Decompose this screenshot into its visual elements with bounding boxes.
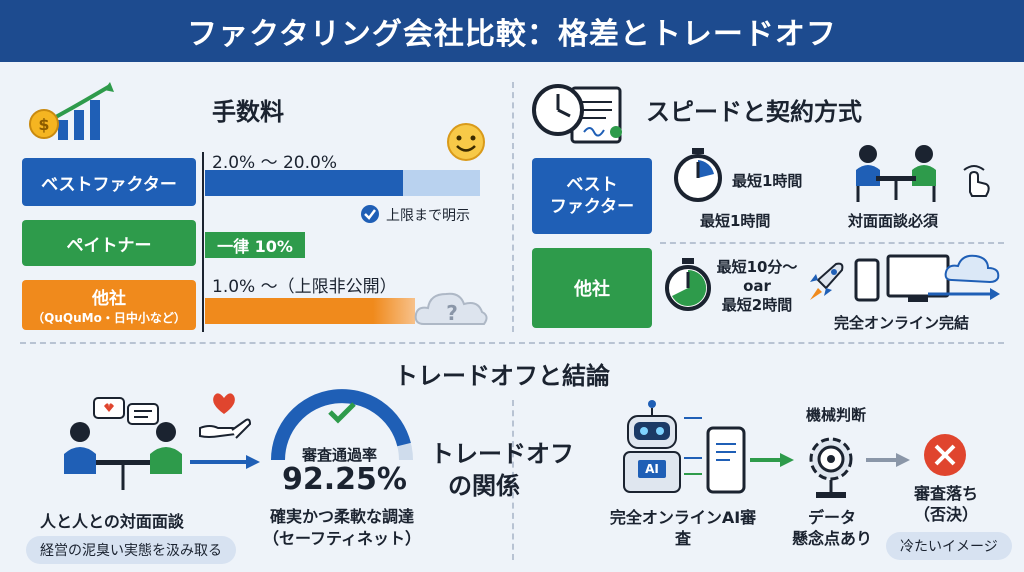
human-note: 経営の泥臭い実態を汲み取る — [26, 536, 236, 564]
clock-document-icon — [532, 82, 630, 144]
robot-phone-icon — [612, 398, 762, 506]
speed-best-time: 最短1時間 — [700, 212, 771, 230]
approval-gauge — [268, 386, 416, 466]
speed-best-label: ベスト ファクター — [532, 158, 652, 234]
timer-icon — [662, 256, 714, 312]
svg-text:$: $ — [38, 115, 49, 134]
speed-heading: スピードと契約方式 — [646, 98, 862, 126]
divider-middle — [20, 342, 1004, 344]
gauge-caption: 確実かつ柔軟な調達 （セーフティネット） — [262, 507, 422, 548]
fees-paytner-bar: 一律 10% — [205, 232, 305, 258]
fees-heading: 手数料 — [212, 98, 284, 126]
cold-note: 冷たいイメージ — [886, 532, 1012, 560]
fees-axis-line — [202, 152, 204, 332]
arrow-gray-icon — [866, 452, 910, 468]
reject-caption: 審査落ち （否決） — [913, 484, 978, 524]
reject-x-icon — [922, 432, 968, 478]
speed-best-contract: 対面面談必須 — [848, 212, 939, 230]
gauge-value: 92.25% — [282, 462, 407, 497]
check-circle-icon — [360, 204, 380, 224]
arrow-right-icon — [190, 454, 260, 470]
devices-cloud-icon — [852, 250, 1002, 308]
svg-text:?: ? — [446, 301, 458, 325]
ai-badge: AI — [645, 462, 659, 476]
ai-caption: 完全オンラインAI審 査 — [609, 508, 757, 548]
stopwatch-icon — [670, 146, 726, 202]
speed-others-contract: 完全オンライン完結 — [834, 314, 970, 332]
money-chart-icon: $ — [28, 82, 118, 144]
rocket-icon — [806, 260, 846, 304]
arrow-green-icon — [750, 452, 794, 468]
fees-paytner-label: ペイトナー — [22, 220, 196, 266]
fees-others-range: 1.0% ～（上限非公開） — [212, 277, 397, 297]
divider-bottom — [512, 400, 514, 560]
divider-top — [512, 82, 514, 332]
tap-hand-icon — [958, 162, 994, 198]
meeting-icon — [846, 140, 946, 206]
speed-row-divider — [660, 242, 1004, 244]
machine-label: 機械判断 — [806, 406, 867, 424]
gear-icon — [802, 430, 860, 500]
title-banner: ファクタリング会社比較：格差とトレードオフ — [0, 0, 1024, 62]
fees-best-note: 上限まで明示 — [386, 208, 470, 224]
speed-others-label: 他社 — [532, 248, 652, 328]
speed-best-time-inline: 最短1時間 — [732, 172, 803, 190]
unknown-cloud-icon: ? — [412, 284, 492, 330]
speed-others-times: 最短10分～ oar 最短2時間 — [716, 258, 798, 314]
fees-best-label: ベストファクター — [22, 158, 196, 206]
data-concern-caption: データ 懸念点あり — [791, 508, 872, 548]
fees-best-bar-fill — [205, 170, 403, 196]
tradeoff-heading: トレードオフと結論 — [394, 362, 610, 390]
heart-hand-icon — [196, 388, 252, 444]
fees-best-range: 2.0% ～ 20.0% — [212, 153, 338, 173]
page-title: ファクタリング会社比較：格差とトレードオフ — [187, 17, 837, 52]
gauge-label: 審査通過率 — [302, 446, 378, 464]
fees-others-label: 他社 （QuQuMo・日中小など） — [22, 280, 196, 330]
human-caption: 人と人との対面面談 — [40, 512, 184, 531]
face-to-face-icon — [58, 394, 188, 494]
smile-icon — [446, 122, 486, 162]
fees-others-bar — [205, 298, 415, 324]
tradeoff-center-label: トレードオフ の関係 — [430, 440, 574, 501]
fees-best-bar — [205, 170, 480, 196]
